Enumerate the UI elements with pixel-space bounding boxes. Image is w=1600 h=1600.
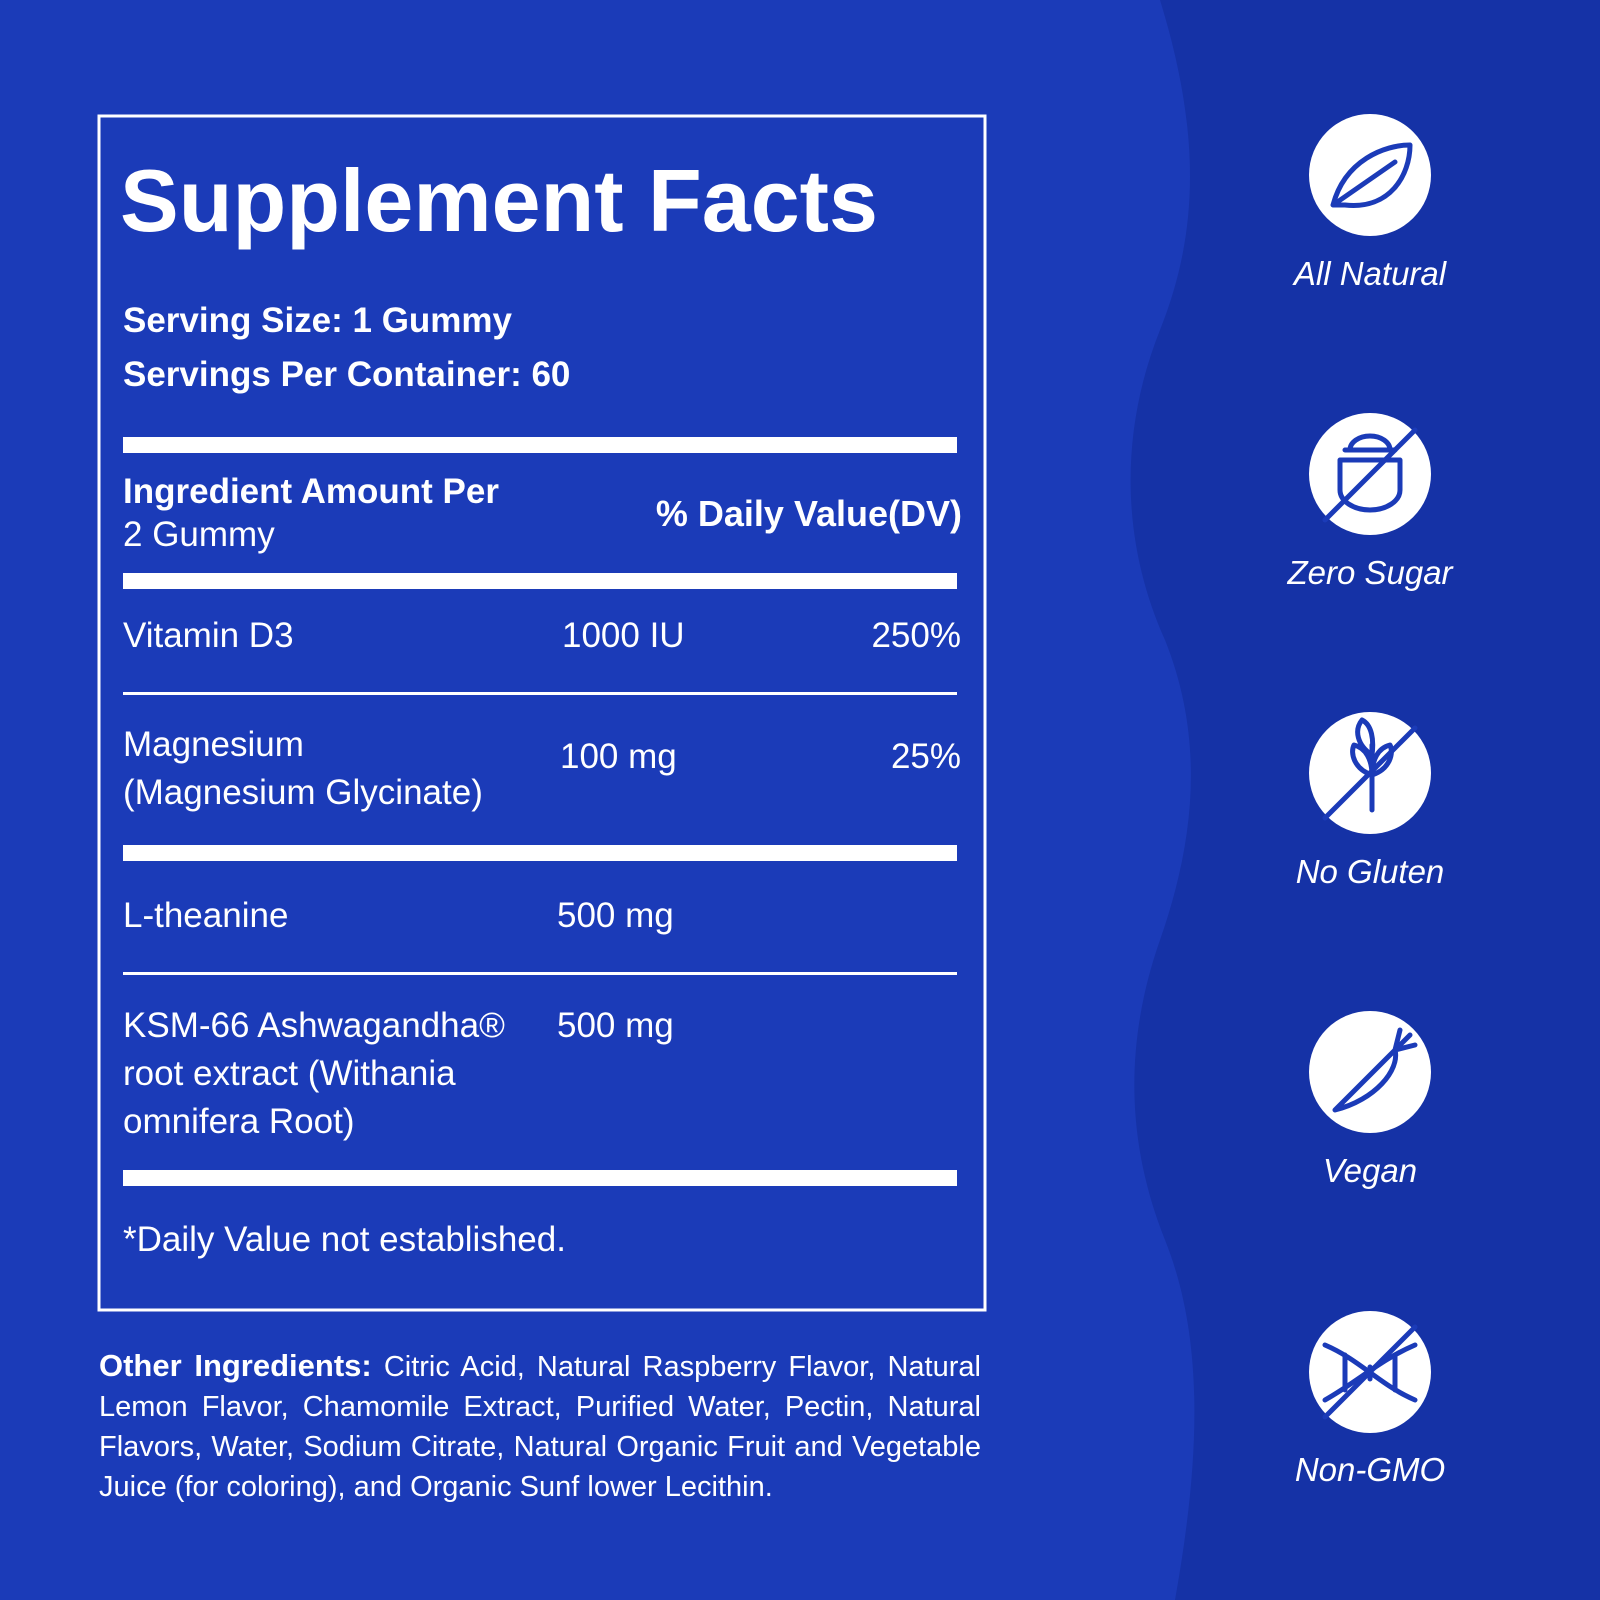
ingredient-amount: 500 mg — [557, 896, 674, 935]
column-subheader: 2 Gummy — [123, 515, 275, 554]
divider — [123, 437, 957, 453]
serving-size: Serving Size: 1 Gummy — [123, 301, 513, 340]
badge-label: Non-GMO — [1294, 1451, 1446, 1488]
ingredient-dv: 250% — [871, 616, 961, 655]
other-ingredients-label: Other Ingredients: — [99, 1348, 372, 1383]
ingredient-amount: 1000 IU — [562, 616, 685, 655]
ingredient-amount: 500 mg — [557, 1006, 674, 1045]
facts-box — [97, 114, 987, 1312]
badge-label: All Natural — [1293, 255, 1447, 292]
ingredient-name: L-theanine — [123, 896, 289, 935]
divider — [123, 692, 957, 695]
servings-per-container: Servings Per Container: 60 — [123, 355, 571, 394]
ingredient-name: omnifera Root) — [123, 1102, 355, 1141]
divider — [123, 573, 957, 589]
ingredient-name: (Magnesium Glycinate) — [123, 773, 483, 812]
badge-label: Zero Sugar — [1287, 554, 1453, 591]
badge-label: No Gluten — [1295, 853, 1445, 890]
ingredient-name: root extract (Withania — [123, 1054, 456, 1093]
title: Supplement Facts — [120, 151, 878, 250]
divider — [123, 1170, 957, 1186]
ingredient-name: KSM-66 Ashwagandha® — [123, 1006, 505, 1045]
divider — [123, 845, 957, 861]
ingredient-dv: 25% — [890, 737, 961, 776]
ingredient-name: Vitamin D3 — [123, 616, 294, 655]
other-ingredients-text: Citric Acid, Natural Raspberry Flavor, N… — [99, 1351, 981, 1503]
divider — [123, 972, 957, 975]
badge-icons — [1322, 142, 1418, 1420]
badge-label: Vegan — [1322, 1152, 1418, 1189]
footnote: *Daily Value not established. — [123, 1220, 566, 1259]
other-ingredients: Other Ingredients: Citric Acid, Natural … — [99, 1346, 981, 1507]
ingredient-amount: 100 mg — [560, 737, 677, 776]
dv-header: % Daily Value(DV) — [655, 493, 962, 534]
ingredient-name: Magnesium — [123, 725, 304, 764]
column-header: Ingredient Amount Per — [123, 472, 499, 511]
